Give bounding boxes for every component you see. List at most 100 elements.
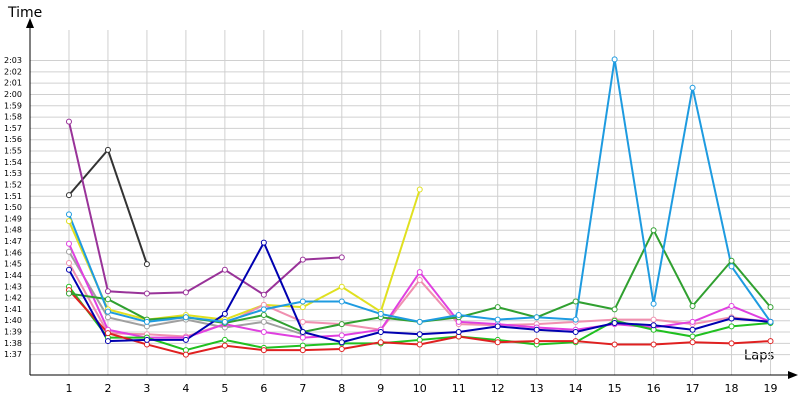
point-marker bbox=[221, 336, 228, 343]
point-marker bbox=[728, 323, 735, 330]
x-tick-label: 3 bbox=[143, 382, 150, 395]
x-axis-label: Laps bbox=[744, 349, 774, 364]
point-marker bbox=[260, 239, 267, 246]
y-tick-label: 2:01 bbox=[4, 79, 22, 88]
point-marker bbox=[611, 56, 618, 63]
point-marker bbox=[572, 298, 579, 305]
point-marker bbox=[221, 266, 228, 273]
point-marker bbox=[377, 329, 384, 336]
point-marker bbox=[260, 312, 267, 319]
point-marker bbox=[65, 218, 72, 225]
point-marker bbox=[299, 298, 306, 305]
x-tick-label: 13 bbox=[530, 382, 544, 395]
point-marker bbox=[143, 336, 150, 343]
x-tick-label: 15 bbox=[608, 382, 622, 395]
point-marker bbox=[689, 339, 696, 346]
x-tick-label: 8 bbox=[338, 382, 345, 395]
y-tick-label: 1:50 bbox=[4, 203, 22, 212]
point-marker bbox=[767, 318, 774, 325]
point-marker bbox=[65, 240, 72, 247]
x-tick-label: 7 bbox=[299, 382, 306, 395]
point-marker bbox=[377, 339, 384, 346]
point-marker bbox=[572, 316, 579, 323]
y-tick-label: 2:02 bbox=[4, 67, 22, 76]
y-tick-label: 1:41 bbox=[4, 305, 22, 314]
y-tick-label: 1:54 bbox=[4, 158, 22, 167]
point-marker bbox=[299, 329, 306, 336]
y-tick-label: 1:57 bbox=[4, 124, 22, 133]
point-marker bbox=[65, 248, 72, 255]
point-marker bbox=[65, 118, 72, 125]
point-marker bbox=[299, 256, 306, 263]
point-marker bbox=[104, 330, 111, 337]
x-tick-label: 4 bbox=[182, 382, 189, 395]
point-marker bbox=[533, 314, 540, 321]
point-marker bbox=[728, 257, 735, 264]
point-marker bbox=[65, 266, 72, 273]
point-marker bbox=[416, 186, 423, 193]
y-tick-label: 1:52 bbox=[4, 180, 22, 189]
point-marker bbox=[221, 318, 228, 325]
y-axis-label: Time bbox=[7, 5, 42, 21]
x-tick-label: 16 bbox=[647, 382, 661, 395]
point-marker bbox=[260, 329, 267, 336]
series-line bbox=[67, 121, 342, 296]
point-marker bbox=[299, 334, 306, 341]
point-marker bbox=[104, 314, 111, 321]
point-marker bbox=[338, 339, 345, 346]
point-marker bbox=[299, 304, 306, 311]
point-marker bbox=[221, 310, 228, 317]
series-line bbox=[68, 189, 421, 321]
y-tick-label: 1:56 bbox=[4, 135, 22, 144]
point-marker bbox=[338, 321, 345, 328]
point-marker bbox=[182, 351, 189, 358]
x-tick-label: 5 bbox=[221, 382, 228, 395]
point-marker bbox=[182, 289, 189, 296]
point-marker bbox=[689, 318, 696, 325]
point-marker bbox=[143, 290, 150, 297]
point-marker bbox=[338, 298, 345, 305]
point-marker bbox=[338, 345, 345, 352]
y-tick-label: 1:43 bbox=[4, 282, 22, 291]
y-tick-label: 1:47 bbox=[4, 237, 22, 246]
point-marker bbox=[689, 326, 696, 333]
point-marker bbox=[728, 263, 735, 270]
point-marker bbox=[728, 303, 735, 309]
point-marker bbox=[611, 341, 618, 348]
point-marker bbox=[650, 227, 657, 234]
point-marker bbox=[65, 211, 72, 218]
point-marker bbox=[104, 288, 111, 295]
point-marker bbox=[416, 331, 423, 338]
y-tick-label: 1:39 bbox=[4, 328, 22, 337]
point-marker bbox=[494, 339, 501, 346]
y-tick-label: 1:59 bbox=[4, 101, 22, 110]
y-tick-label: 1:49 bbox=[4, 214, 22, 223]
x-tick-label: 18 bbox=[725, 382, 739, 395]
y-tick-label: 1:45 bbox=[4, 260, 22, 269]
point-marker bbox=[104, 146, 111, 153]
y-tick-label: 1:42 bbox=[4, 294, 22, 303]
point-marker bbox=[650, 322, 657, 329]
point-marker bbox=[572, 329, 579, 336]
point-marker bbox=[416, 341, 423, 348]
x-tick-label: 10 bbox=[413, 382, 427, 395]
point-marker bbox=[767, 338, 774, 345]
y-tick-label: 1:37 bbox=[4, 350, 22, 359]
point-marker bbox=[455, 329, 462, 336]
y-tick-label: 1:48 bbox=[4, 226, 22, 235]
point-marker bbox=[533, 326, 540, 333]
point-marker bbox=[299, 318, 306, 325]
x-tick-label: 11 bbox=[452, 382, 466, 395]
point-marker bbox=[182, 336, 189, 343]
point-marker bbox=[494, 323, 501, 330]
point-marker bbox=[650, 316, 657, 323]
point-marker bbox=[260, 306, 267, 313]
point-marker bbox=[767, 304, 774, 311]
y-tick-label: 2:00 bbox=[4, 90, 22, 99]
point-marker bbox=[338, 332, 345, 339]
x-tick-label: 14 bbox=[569, 382, 583, 395]
point-marker bbox=[104, 296, 111, 303]
y-tick-label: 1:38 bbox=[4, 339, 22, 348]
y-axis-arrow bbox=[26, 18, 34, 28]
